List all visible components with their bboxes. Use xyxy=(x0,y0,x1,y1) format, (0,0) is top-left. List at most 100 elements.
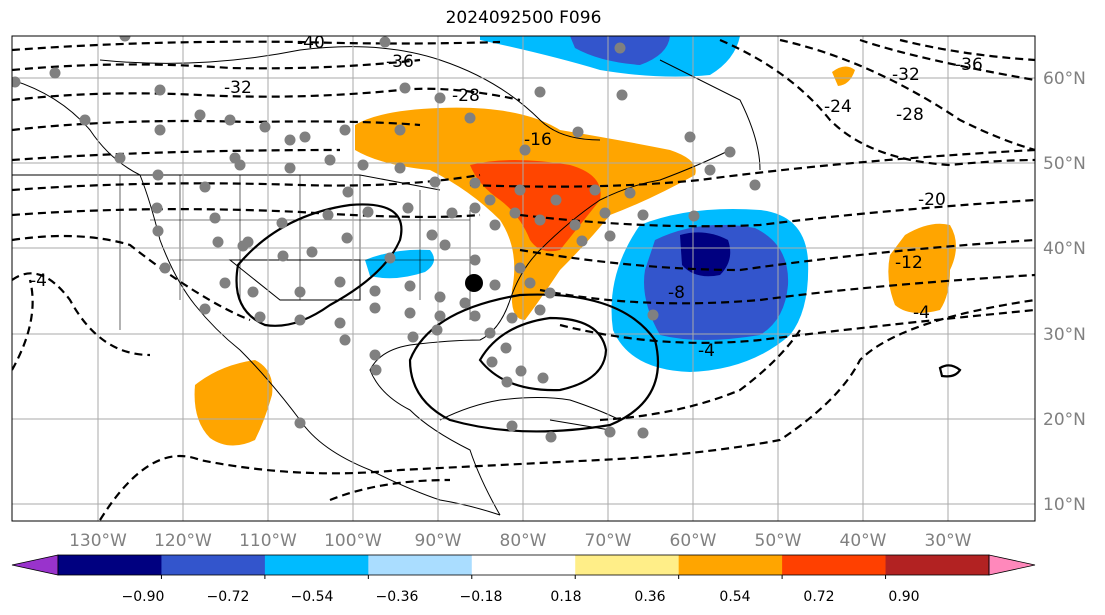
station-dot xyxy=(394,162,406,174)
colorbar-tick-label: 0.72 xyxy=(803,589,834,605)
station-dot xyxy=(434,291,446,303)
station-dot xyxy=(259,121,271,133)
station-dot xyxy=(545,431,557,443)
station-dot xyxy=(749,179,761,191)
warm-region-mexico xyxy=(194,360,273,446)
contour-label: -40 xyxy=(297,33,325,53)
cool-region-plains xyxy=(365,249,434,279)
station-dot xyxy=(489,219,501,231)
station-dot xyxy=(469,202,481,214)
station-dot xyxy=(224,114,236,126)
station-dot xyxy=(299,131,311,143)
station-dot xyxy=(394,124,406,136)
station-dot xyxy=(199,303,211,315)
contour-label: -8 xyxy=(668,283,685,303)
station-dot xyxy=(79,114,91,126)
lat-label: 30°N xyxy=(1043,325,1086,345)
station-dot xyxy=(604,426,616,438)
lon-label: 60°W xyxy=(670,531,717,551)
lon-label: 40°W xyxy=(840,531,887,551)
station-dot xyxy=(379,36,391,48)
station-dot xyxy=(599,207,611,219)
contour-label: -4 xyxy=(30,271,47,291)
station-dot xyxy=(49,67,61,79)
colorbar-tick-label: −0.54 xyxy=(291,589,334,605)
station-dot xyxy=(247,286,259,298)
colorbar-tick-label: −0.36 xyxy=(376,589,419,605)
lon-label: 70°W xyxy=(585,531,632,551)
station-dot xyxy=(339,334,351,346)
station-dot xyxy=(464,112,476,124)
station-dot xyxy=(637,427,649,439)
station-dot xyxy=(446,207,458,219)
station-dot xyxy=(550,194,562,206)
station-dot xyxy=(404,307,416,319)
station-dot xyxy=(306,246,318,258)
lat-label: 40°N xyxy=(1043,239,1086,259)
station-dot xyxy=(434,310,446,322)
lon-label: 90°W xyxy=(415,531,462,551)
station-dot xyxy=(616,89,628,101)
colorbar-tick-label: −0.90 xyxy=(122,589,165,605)
station-dot xyxy=(439,239,451,251)
colorbar-tick-labels: −0.90 −0.72 −0.54 −0.36 −0.18 0.18 0.36 … xyxy=(122,589,920,605)
station-dot xyxy=(369,349,381,361)
lon-label: 130°W xyxy=(69,531,127,551)
station-dot xyxy=(469,177,481,189)
contour-label: -36 xyxy=(386,52,414,72)
state-boundaries xyxy=(119,175,480,330)
contour-label: -28 xyxy=(896,105,924,125)
station-dot xyxy=(402,202,414,214)
station-dot xyxy=(152,169,164,181)
station-dot xyxy=(407,331,419,343)
station-dot xyxy=(509,207,521,219)
station-dot xyxy=(589,184,601,196)
station-dot xyxy=(277,250,289,262)
station-dot xyxy=(384,252,396,264)
colorbar-tick-label: −0.18 xyxy=(460,589,503,605)
contour-label: -4 xyxy=(698,341,715,361)
station-dot xyxy=(506,420,518,432)
station-dot xyxy=(614,42,626,54)
contour-label: -28 xyxy=(452,86,480,106)
contour-label: -4 xyxy=(913,303,930,323)
station-dot xyxy=(684,131,696,143)
colorbar-extend-min xyxy=(11,554,59,576)
contour-label: -16 xyxy=(524,130,552,150)
lat-label: 50°N xyxy=(1043,154,1086,174)
station-dot xyxy=(159,262,171,274)
station-dot xyxy=(637,209,649,221)
station-dot xyxy=(151,202,163,214)
station-dot xyxy=(576,235,588,247)
station-dot xyxy=(544,287,556,299)
station-dot xyxy=(434,92,446,104)
station-dot xyxy=(334,317,346,329)
station-dot xyxy=(514,184,526,196)
lon-label: 120°W xyxy=(154,531,212,551)
station-dot xyxy=(12,76,21,88)
colorbar-segment xyxy=(264,555,369,575)
station-dot xyxy=(647,309,659,321)
station-dot xyxy=(469,310,481,322)
contour-label: -12 xyxy=(895,253,923,273)
station-dot xyxy=(431,324,443,336)
storm-center-marker xyxy=(465,274,483,292)
colorbar-segment xyxy=(368,555,473,575)
map-title: 2024092500 F096 xyxy=(445,8,602,28)
colorbar-segment xyxy=(575,555,680,575)
station-dot xyxy=(324,154,336,166)
colorbar-segment xyxy=(471,555,576,575)
station-dot xyxy=(459,297,471,309)
station-dot xyxy=(624,187,636,199)
station-dot xyxy=(369,302,381,314)
station-dot xyxy=(534,304,546,316)
lon-label: 100°W xyxy=(324,531,382,551)
station-markers xyxy=(12,36,761,443)
station-dot xyxy=(234,159,246,171)
station-dot xyxy=(294,286,306,298)
contour-label: -32 xyxy=(892,65,920,85)
station-dot xyxy=(284,162,296,174)
station-dot xyxy=(484,327,496,339)
station-dot xyxy=(334,276,346,288)
